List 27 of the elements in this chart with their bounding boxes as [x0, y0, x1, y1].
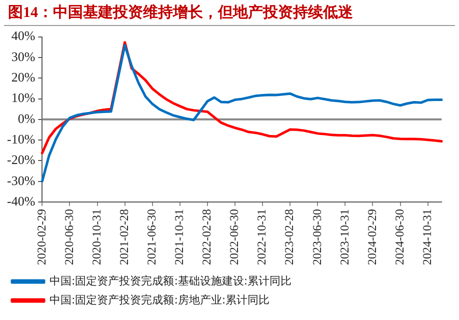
legend-label: 中国:固定资产投资完成额:房地产业:累计同比	[50, 293, 270, 306]
x-tick-label: 2022-02-28	[200, 209, 214, 266]
x-tick-label: 2024-02-29	[364, 209, 379, 266]
x-tick-label: 2023-10-31	[337, 209, 352, 266]
y-tick-label: 40%	[11, 28, 36, 44]
x-tick-label: 2024-06-30	[392, 209, 406, 266]
y-tick-label: -40%	[6, 193, 36, 208]
x-tick-label: 2021-06-30	[144, 209, 159, 266]
chart-title: 图14：中国基建投资维持增长，但地产投资持续低迷	[4, 0, 455, 26]
x-tick-label: 2024-10-31	[420, 209, 434, 266]
y-tick-label: 0%	[18, 110, 36, 126]
y-tick-label: 10%	[11, 90, 36, 106]
y-tick-label: -10%	[6, 131, 36, 146]
legend-label: 中国:固定资产投资完成额:基础设施建设:累计同比	[50, 274, 292, 288]
y-tick-label: -20%	[6, 152, 36, 168]
x-tick-label: 2020-10-31	[89, 209, 104, 266]
x-tick-label: 2022-10-31	[254, 209, 269, 266]
y-tick-label: 20%	[11, 70, 36, 85]
y-tick-label: 30%	[11, 48, 36, 64]
x-tick-label: 2020-06-30	[62, 209, 76, 266]
x-tick-label: 2023-02-28	[282, 209, 296, 266]
y-tick-label: -30%	[6, 172, 36, 188]
x-tick-label: 2023-06-30	[310, 209, 324, 266]
x-tick-label: 2022-06-30	[227, 209, 242, 266]
x-tick-label: 2021-10-31	[172, 209, 186, 266]
x-tick-label: 2021-02-28	[116, 209, 131, 266]
x-tick-label: 2020-02-29	[34, 209, 48, 266]
